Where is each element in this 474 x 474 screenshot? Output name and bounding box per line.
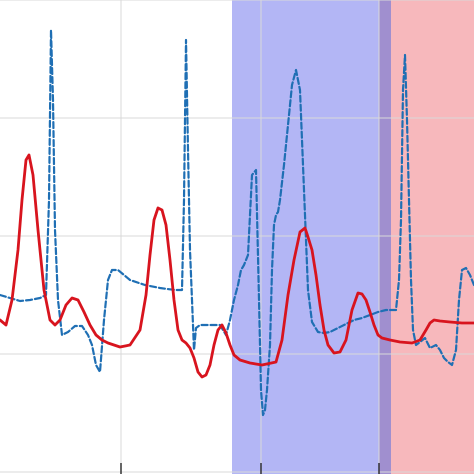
chart-series	[0, 28, 474, 417]
highlight-region-2	[379, 0, 474, 474]
dashed-blue-series-line	[0, 28, 474, 417]
highlight-regions	[232, 0, 474, 474]
solid-red-series-line	[0, 153, 474, 379]
highlight-region-3	[379, 0, 391, 474]
